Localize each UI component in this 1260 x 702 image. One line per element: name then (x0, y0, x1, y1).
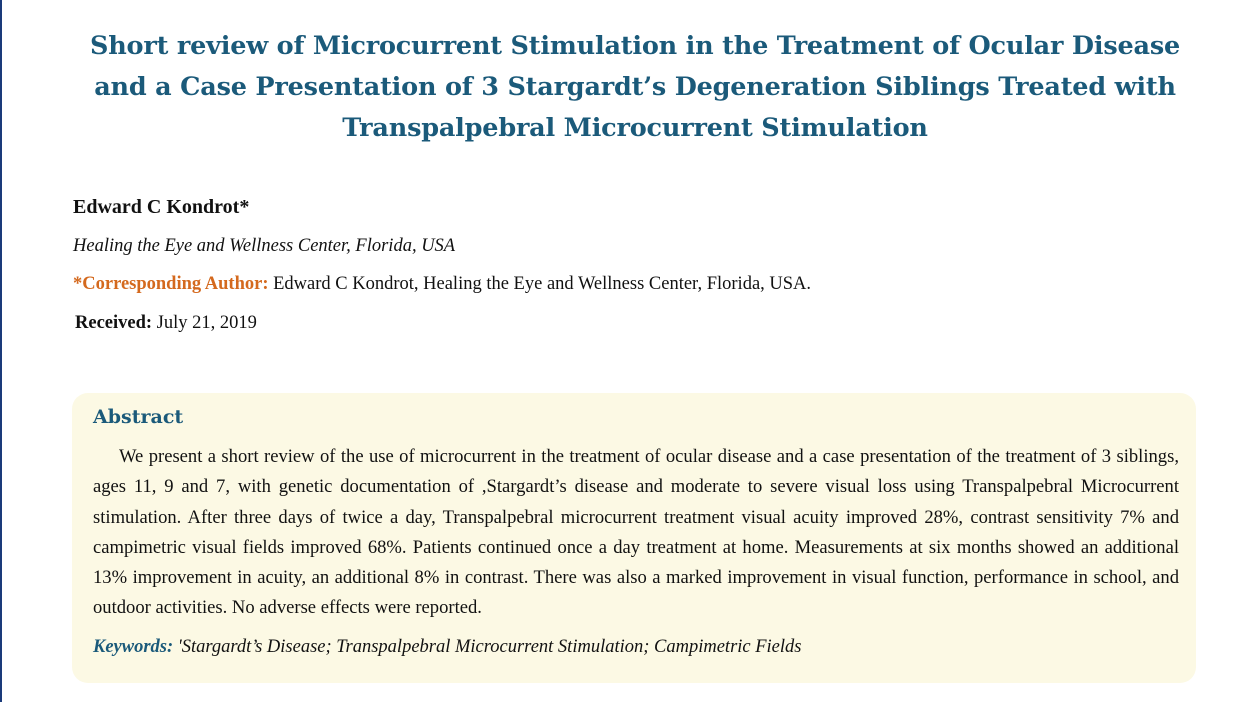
received-date: Received: July 21, 2019 (75, 313, 257, 334)
keywords-label: Keywords: (93, 637, 174, 657)
author-affiliation: Healing the Eye and Wellness Center, Flo… (73, 236, 456, 256)
corresponding-author-text: Edward C Kondrot, Healing the Eye and We… (268, 274, 812, 294)
abstract-body: We present a short review of the use of … (93, 446, 1179, 619)
keywords: Keywords: 'Stargardt’s Disease; Transpal… (93, 637, 802, 658)
received-label: Received: (75, 313, 153, 333)
author-name: Edward C Kondrot* (73, 196, 250, 218)
page-left-border (0, 0, 2, 702)
abstract-heading: Abstract (93, 406, 184, 428)
paper-title: Short review of Microcurrent Stimulation… (89, 31, 1181, 143)
keywords-text: 'Stargardt’s Disease; Transpalpebral Mic… (173, 637, 802, 657)
corresponding-author: *Corresponding Author: Edward C Kondrot,… (73, 274, 811, 295)
corresponding-author-label: *Corresponding Author: (73, 274, 269, 294)
abstract-box: Abstract We present a short review of th… (72, 393, 1196, 683)
received-value: July 21, 2019 (152, 313, 257, 333)
